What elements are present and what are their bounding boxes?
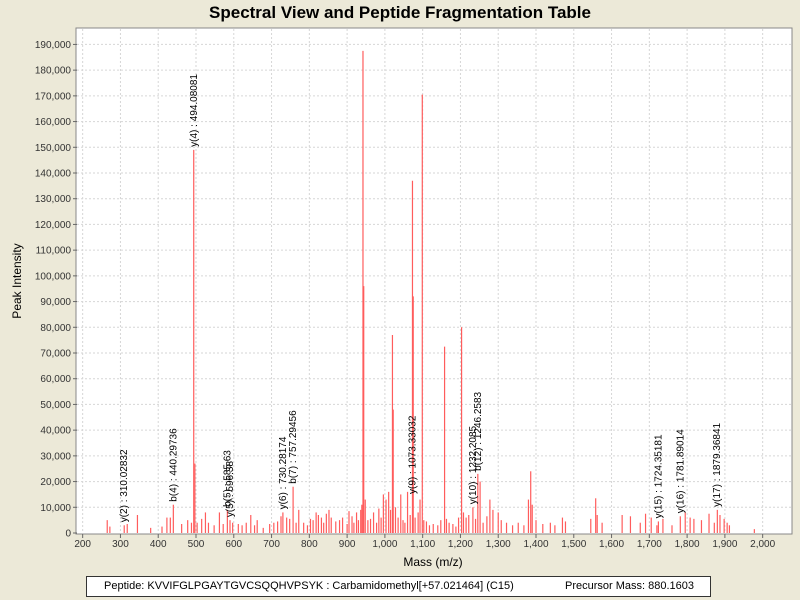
y-axis: 0 10,000 20,000 30,000 40,000 50,000 60,000 70,… [35, 40, 77, 540]
y-tick-label: 20,000 [40, 477, 71, 488]
x-tick-label: 1,300 [486, 539, 511, 550]
x-tick-label: 200 [74, 539, 91, 550]
x-tick-label: 900 [339, 539, 356, 550]
fragment-annotation: b(12) : 1246.2583 [473, 391, 484, 470]
y-tick-label: 80,000 [40, 323, 71, 334]
plot-area [75, 27, 793, 535]
y-tick-label: 110,000 [36, 246, 72, 257]
fragment-annotation: y(9) : 1073.33032 [408, 415, 419, 494]
x-tick-label: 500 [188, 539, 205, 550]
y-tick-label: 90,000 [40, 297, 71, 308]
x-tick-label: 1,200 [448, 539, 473, 550]
y-tick-label: 120,000 [35, 220, 72, 231]
x-axis: 200 300 400 500 600 700 800 900 1,000 1,100 1,200 1… [74, 534, 776, 550]
y-tick-label: 180,000 [35, 66, 72, 77]
y-tick-label: 0 [65, 529, 71, 540]
x-tick-label: 1,400 [523, 539, 548, 550]
x-tick-label: 1,600 [599, 539, 624, 550]
x-tick-label: 800 [301, 539, 318, 550]
chart-title: Spectral View and Peptide Fragmentation … [209, 3, 591, 22]
y-tick-label: 40,000 [40, 426, 71, 437]
x-tick-label: 1,500 [561, 539, 586, 550]
y-tick-label: 100,000 [35, 271, 72, 282]
fragment-annotation: y(16) : 1781.89014 [675, 429, 686, 513]
x-axis-label: Mass (m/z) [403, 555, 462, 569]
fragment-annotations: y(2) : 310.02832 b(4) : 440.29736 y(4) : 4… [119, 74, 723, 523]
legend-box: Peptide: KVVIFGLPGAYTGVCSQQHVPSYK : Carb… [86, 576, 711, 597]
x-tick-label: 400 [150, 539, 167, 550]
fragment-annotation: y(2) : 310.02832 [119, 449, 130, 522]
x-tick-label: 1,100 [410, 539, 435, 550]
fragment-annotation: y(15) : 1724.35181 [654, 434, 665, 518]
peptide-info: Peptide: KVVIFGLPGAYTGVCSQQHVPSYK : Carb… [104, 580, 514, 592]
y-tick-label: 70,000 [40, 349, 71, 360]
y-tick-label: 30,000 [40, 451, 71, 462]
x-tick-label: 600 [225, 539, 242, 550]
y-tick-label: 10,000 [40, 503, 71, 514]
fragment-annotation: b(4) : 440.29736 [168, 428, 179, 502]
fragment-annotation: y(5) : 596.38 [225, 461, 236, 518]
x-tick-label: 1,700 [637, 539, 662, 550]
x-tick-label: 1,000 [372, 539, 397, 550]
fragment-annotation: y(6) : 730.28174 [278, 436, 289, 509]
y-tick-label: 150,000 [35, 143, 72, 154]
y-tick-label: 130,000 [35, 194, 72, 205]
fragment-annotation: y(17) : 1879.36841 [712, 422, 723, 506]
fragment-annotation: y(10) : 1232.2085 [468, 425, 479, 504]
spectrum-peaks [106, 50, 755, 533]
fragment-annotation: b(7) : 757.29456 [288, 410, 299, 484]
fragment-annotation: y(4) : 494.08081 [189, 74, 200, 147]
y-axis-label: Peak Intensity [10, 243, 24, 318]
y-tick-label: 190,000 [35, 40, 72, 51]
grid-lines [77, 29, 791, 533]
x-tick-label: 700 [263, 539, 280, 550]
precursor-mass: Precursor Mass: 880.1603 [565, 580, 695, 592]
y-tick-label: 60,000 [40, 374, 71, 385]
y-tick-label: 160,000 [35, 117, 72, 128]
y-tick-label: 50,000 [40, 400, 71, 411]
fragment-annotation: b(5) : 585.63 [222, 450, 233, 507]
y-tick-label: 170,000 [35, 91, 72, 102]
x-tick-label: 2,000 [750, 539, 775, 550]
x-tick-label: 300 [112, 539, 129, 550]
x-tick-label: 1,900 [712, 539, 737, 550]
y-tick-label: 140,000 [35, 169, 72, 180]
x-tick-label: 1,800 [675, 539, 700, 550]
